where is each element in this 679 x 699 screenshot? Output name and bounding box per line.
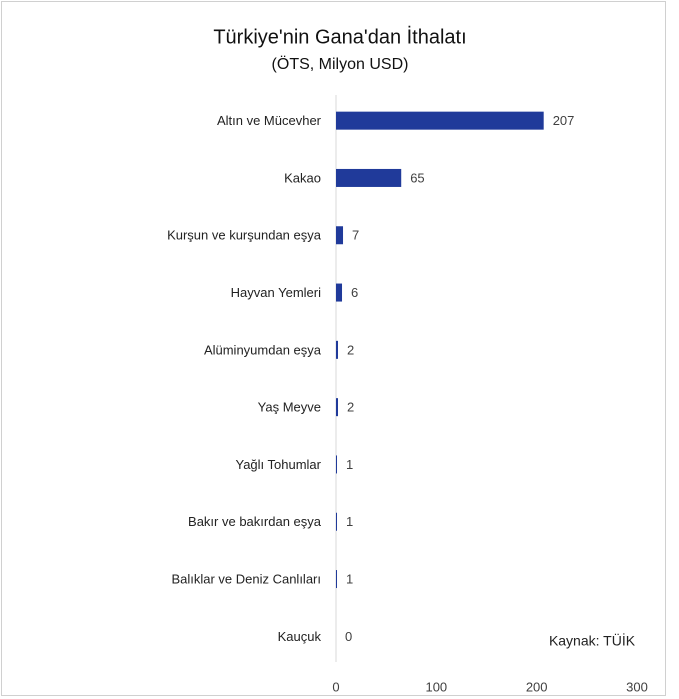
bar: [336, 512, 338, 531]
y-tick-label: Kakao: [284, 170, 321, 185]
data-label: 65: [410, 170, 424, 185]
chart-frame: [1, 1, 666, 696]
x-tick-label: 300: [626, 679, 648, 694]
bar: [336, 226, 344, 245]
bar: [336, 111, 544, 130]
data-label: 1: [346, 514, 353, 529]
x-tick-label: 200: [526, 679, 548, 694]
data-label: 0: [345, 629, 352, 644]
data-label: 7: [352, 228, 359, 243]
bar: [336, 168, 402, 187]
y-tick-label: Altın ve Mücevher: [217, 113, 322, 128]
bar: [336, 340, 339, 359]
y-tick-label: Hayvan Yemleri: [231, 285, 321, 300]
y-tick-label: Yaş Meyve: [258, 400, 321, 415]
data-label: 2: [347, 342, 354, 357]
y-tick-label: Kurşun ve kurşundan eşya: [167, 228, 322, 243]
data-label: 1: [346, 457, 353, 472]
y-tick-label: Yağlı Tohumlar: [235, 457, 321, 472]
y-tick-label: Bakır ve bakırdan eşya: [188, 514, 322, 529]
data-label: 2: [347, 400, 354, 415]
y-tick-label: Balıklar ve Deniz Canlıları: [171, 571, 321, 586]
chart-subtitle: (ÖTS, Milyon USD): [272, 55, 409, 73]
data-label: 1: [346, 571, 353, 586]
chart-title: Türkiye'nin Gana'dan İthalatı: [213, 25, 466, 48]
bar: [336, 455, 338, 474]
source-note: Kaynak: TÜİK: [549, 632, 636, 649]
x-tick-label: 0: [332, 679, 339, 694]
data-label: 6: [351, 285, 358, 300]
bar: [336, 398, 339, 417]
y-tick-label: Kauçuk: [278, 629, 322, 644]
y-tick-label: Alüminyumdan eşya: [204, 342, 322, 357]
bar: [336, 283, 343, 302]
bar: [336, 570, 338, 589]
data-label: 207: [553, 113, 575, 128]
x-tick-label: 100: [425, 679, 447, 694]
